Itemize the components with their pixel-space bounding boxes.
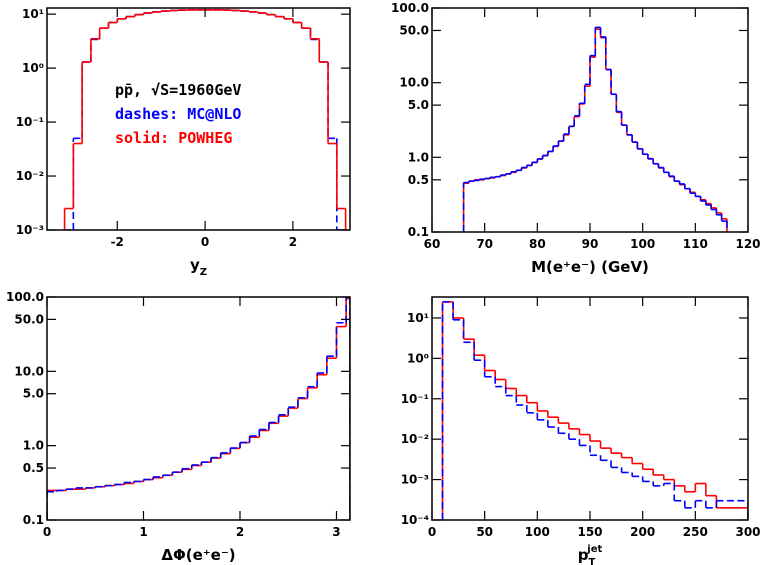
plot-area [63, 9, 347, 230]
y-tick-label: 10⁻³ [16, 223, 44, 237]
x-tick-label: 60 [424, 237, 441, 251]
y-tick-label: 10⁰ [407, 351, 429, 365]
y-tick-label: 10¹ [407, 311, 429, 325]
plot-frame [46, 296, 351, 521]
legend-entry: solid: POWHEG [115, 129, 232, 147]
y-tick-label: 0.5 [23, 461, 44, 475]
x-tick-label: 120 [735, 237, 760, 251]
y-tick-label: 10⁰ [22, 61, 44, 75]
x-axis-label: pTjet [578, 544, 603, 565]
panel: 0.1 0.5 1.0 5.0 10.0 50.0 100.0 0 1 2 3 ΔΦ(e⁺e⁻) [6, 290, 351, 564]
x-tick-label: 70 [476, 237, 493, 251]
x-axis-label: M(e⁺e⁻) (GeV) [531, 258, 649, 276]
x-tick-label: 2 [289, 235, 297, 249]
y-tick-label: 1.0 [408, 150, 429, 164]
plot-area [47, 297, 350, 520]
x-tick-label: -2 [111, 235, 124, 249]
x-axis-label: ΔΦ(e⁺e⁻) [161, 546, 235, 564]
y-tick-label: 10⁻² [401, 432, 429, 446]
x-axis-label-main: y [190, 256, 200, 274]
y-tick-label: 10⁻¹ [16, 115, 44, 129]
x-tick-label: 0 [428, 525, 436, 539]
annotation: pp̄, √S=1960GeV [115, 81, 241, 99]
x-tick-label: 80 [529, 237, 546, 251]
x-axis-label-sup: jet [586, 544, 602, 555]
y-tick-label: 0.5 [408, 173, 429, 187]
y-tick-label: 100.0 [391, 1, 429, 15]
plot-area [441, 301, 748, 520]
x-tick-label: 0 [43, 525, 51, 539]
y-tick-label: 10⁻¹ [401, 392, 429, 406]
panel: 0.1 0.5 1.0 5.0 10.0 50.0 100.0 60 70 80 90 100 110 1… [391, 1, 761, 276]
x-axis-label-sub: T [588, 557, 595, 565]
x-tick-label: 100 [630, 237, 655, 251]
x-tick-label: 2 [236, 525, 244, 539]
x-tick-label: 3 [332, 525, 340, 539]
plot-area [462, 26, 728, 232]
y-tick-label: 0.1 [23, 513, 44, 527]
y-tick-label: 10.0 [14, 364, 44, 378]
x-tick-label: 100 [525, 525, 550, 539]
plot-frame [46, 7, 351, 231]
y-tick-label: 100.0 [6, 290, 44, 304]
y-tick-label: 10⁻³ [401, 473, 429, 487]
y-tick-label: 50.0 [399, 23, 429, 37]
y-tick-label: 0.1 [408, 225, 429, 239]
x-axis-label-sub: Z [200, 267, 207, 278]
x-tick-label: 300 [735, 525, 760, 539]
x-tick-label: 1 [139, 525, 147, 539]
y-tick-label: 10⁻⁴ [401, 513, 429, 527]
x-tick-label: 110 [683, 237, 708, 251]
x-tick-label: 0 [201, 235, 209, 249]
y-tick-label: 10.0 [399, 76, 429, 90]
y-tick-label: 5.0 [23, 387, 44, 401]
x-axis-label-main: p [578, 546, 589, 564]
y-tick-label: 1.0 [23, 439, 44, 453]
y-tick-label: 10⁻² [16, 169, 44, 183]
legend-entry: dashes: MC@NLO [115, 105, 241, 123]
x-tick-label: 250 [683, 525, 708, 539]
x-tick-label: 200 [630, 525, 655, 539]
plot-frame [431, 296, 749, 521]
x-axis-label: yZ [190, 256, 207, 278]
y-tick-label: 5.0 [408, 98, 429, 112]
x-tick-label: 50 [476, 525, 493, 539]
y-tick-label: 10¹ [22, 7, 44, 21]
x-tick-label: 90 [582, 237, 599, 251]
y-tick-label: 50.0 [14, 312, 44, 326]
x-tick-label: 150 [577, 525, 602, 539]
panel: 10⁻⁴ 10⁻³ 10⁻² 10⁻¹ 10⁰ 10¹ 0 50 100 150 200 250 300… [401, 296, 761, 565]
